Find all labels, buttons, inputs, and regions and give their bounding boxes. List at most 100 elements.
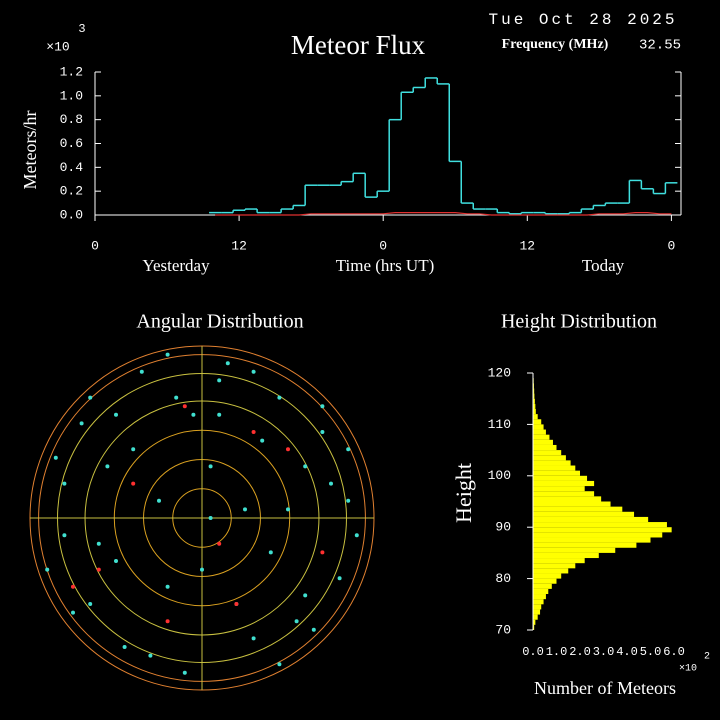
- point: [225, 361, 230, 366]
- frequency-label: Frequency (MHz): [502, 37, 609, 52]
- x-axis-title: Number of Meteors: [534, 678, 676, 698]
- point: [268, 550, 273, 555]
- y-tick-label: 80: [495, 571, 511, 586]
- bar: [533, 439, 553, 445]
- point: [303, 593, 308, 598]
- y-tick-label: 0.0: [60, 207, 83, 222]
- y-tick-label: 0.2: [60, 184, 83, 199]
- bar: [533, 408, 536, 415]
- y-tick-label: 90: [495, 520, 511, 535]
- point: [208, 516, 213, 520]
- point: [96, 541, 101, 546]
- point: [45, 567, 50, 572]
- chart-title: Height Distribution: [501, 311, 657, 333]
- x-tick-label: 6.0: [663, 645, 685, 659]
- point: [88, 602, 93, 606]
- bar: [533, 532, 663, 538]
- point: [131, 481, 136, 486]
- bar: [533, 583, 552, 589]
- point: [251, 636, 256, 641]
- bar: [533, 414, 538, 420]
- point: [165, 619, 170, 624]
- bar: [533, 455, 566, 461]
- bar: [533, 619, 536, 625]
- point: [182, 404, 187, 409]
- x-tick-label: 12: [231, 238, 247, 253]
- y-tick-label: 0.8: [60, 112, 83, 127]
- point: [217, 378, 222, 383]
- x-axis-title: Time (hrs UT): [336, 256, 435, 275]
- line: [215, 212, 672, 216]
- point: [114, 559, 118, 563]
- point: [320, 430, 325, 434]
- bar: [533, 568, 569, 574]
- bar: [533, 444, 557, 451]
- x-sublabel: Today: [582, 256, 625, 275]
- bar: [533, 465, 576, 471]
- y-tick-label: 0.4: [60, 160, 84, 175]
- point: [182, 670, 187, 675]
- bar: [533, 594, 546, 600]
- point: [165, 584, 170, 589]
- point: [337, 576, 342, 581]
- bar: [533, 486, 585, 492]
- y-axis-title: Height: [451, 463, 476, 523]
- bar: [533, 599, 544, 605]
- x-tick-label: 4.0: [616, 645, 638, 659]
- bar: [533, 588, 549, 595]
- point: [260, 438, 265, 443]
- bar: [533, 475, 588, 481]
- x-tick-label: 0: [379, 238, 387, 253]
- point: [79, 421, 84, 426]
- x-tick-label: 5.0: [640, 645, 662, 659]
- y-axis-title: Meteors/hr: [20, 111, 40, 190]
- frequency-value: 32.55: [639, 38, 681, 54]
- bar: [533, 527, 672, 533]
- point: [139, 369, 144, 374]
- bar: [533, 604, 542, 610]
- bar: [533, 537, 651, 543]
- bar: [533, 388, 535, 394]
- point: [294, 619, 299, 624]
- point: [208, 464, 213, 469]
- bar: [533, 434, 550, 440]
- point: [122, 645, 127, 649]
- bar: [533, 522, 667, 528]
- point: [346, 447, 351, 452]
- bar: [533, 480, 595, 487]
- bar: [533, 558, 585, 564]
- point: [354, 533, 359, 538]
- bar: [533, 491, 595, 497]
- point: [148, 653, 153, 658]
- point: [62, 481, 67, 486]
- point: [329, 481, 333, 486]
- bar: [533, 624, 535, 630]
- point: [286, 507, 290, 512]
- bar: [533, 552, 599, 559]
- point: [105, 464, 110, 469]
- bar: [533, 563, 576, 569]
- point: [165, 352, 170, 357]
- point: [53, 455, 58, 460]
- y-tick-label: 100: [488, 468, 511, 483]
- point: [243, 507, 247, 512]
- bar: [533, 511, 635, 517]
- date: Tue Oct 28 2025: [488, 11, 677, 29]
- point: [71, 584, 75, 589]
- y-tick-label: 70: [495, 622, 511, 637]
- point: [311, 627, 316, 632]
- point: [251, 369, 256, 374]
- point: [217, 541, 222, 546]
- bar: [533, 614, 538, 620]
- point: [346, 498, 351, 503]
- point: [234, 602, 239, 606]
- point: [174, 395, 179, 400]
- point: [200, 567, 204, 572]
- bar: [533, 424, 544, 430]
- bar: [533, 542, 637, 548]
- bar: [533, 429, 546, 435]
- y-tick-label: 120: [488, 365, 511, 380]
- x-tick-label: 0: [91, 238, 99, 253]
- point: [320, 404, 325, 409]
